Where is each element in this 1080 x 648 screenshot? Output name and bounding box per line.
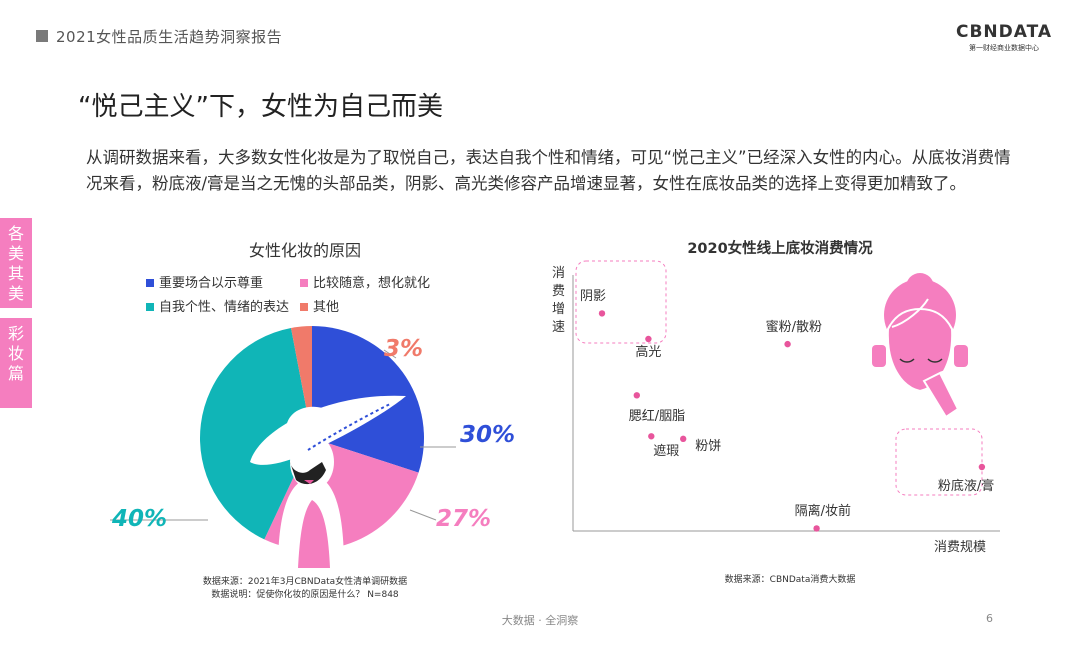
side-tab-char: 各 — [7, 224, 24, 243]
y-axis-label-char: 费 — [552, 284, 566, 299]
woman-hat-illustration — [250, 395, 406, 568]
scatter-point — [784, 340, 791, 348]
page-number: 6 — [986, 612, 993, 625]
header-square-icon — [36, 30, 48, 42]
legend-swatch — [146, 302, 154, 311]
page-headline: “悦己主义”下，女性为自己而美 — [78, 92, 443, 122]
side-section-tab: 各 美 其 美 彩 妆 篇 — [0, 218, 32, 408]
scatter-point — [648, 433, 655, 440]
highlight-boxes — [575, 260, 983, 496]
logo-wordmark: CBNDATA — [956, 22, 1053, 42]
scatter-point — [978, 463, 986, 471]
pie-label-self-expression: 40% — [112, 506, 168, 532]
legend-label: 自我个性、情绪的表达 — [159, 300, 290, 315]
intro-paragraph: 从调研数据来看，大多数女性化妆是为了取悦自己，表达自我个性和情绪，可见“悦己主义… — [86, 148, 1011, 193]
legend-swatch — [300, 278, 308, 287]
face-illustration — [872, 273, 968, 419]
pie-label-respect: 30% — [460, 422, 516, 448]
side-tab-char: 妆 — [7, 344, 24, 363]
legend-swatch — [300, 302, 308, 311]
scatter-point — [645, 335, 652, 343]
pie-leader-line — [409, 509, 437, 521]
side-tab-char: 篇 — [7, 364, 24, 383]
side-tab-char: 美 — [7, 284, 24, 303]
scatter-points — [598, 310, 986, 532]
pie-chart-title: 女性化妆的原因 — [248, 241, 361, 260]
legend-item: 重要场合以示尊重 — [146, 272, 263, 291]
x-axis-label: 消费规模 — [934, 540, 987, 555]
cbndata-logo: CBNDATA 第一财经商业数据中心 — [956, 22, 1052, 53]
pie-survey-note: 数据说明：促使你化妆的原因是什么？ N=848 — [211, 590, 399, 600]
legend-label: 其他 — [313, 300, 340, 315]
legend-item: 比较随意，想化就化 — [300, 272, 430, 291]
legend-swatch — [146, 278, 154, 287]
side-tab-theme: 各 美 其 美 — [0, 218, 32, 308]
side-tab-char: 其 — [7, 264, 24, 283]
pie-source-note: 数据来源：2021年3月CBNData女性清单调研数据 数据说明：促使你化妆的原… — [160, 576, 450, 602]
pie-source: 数据来源：2021年3月CBNData女性清单调研数据 — [202, 577, 408, 587]
scatter-point — [598, 310, 606, 317]
legend-item: 其他 — [300, 296, 339, 315]
scatter-point-label: 粉饼 — [695, 438, 722, 454]
scatter-point-label: 遮瑕 — [653, 444, 680, 460]
scatter-chart-title: 2020女性线上底妆消费情况 — [687, 241, 873, 257]
side-tab-section: 彩 妆 篇 — [0, 318, 32, 408]
pie-label-casual: 27% — [436, 506, 492, 532]
legend-label: 重要场合以示尊重 — [159, 276, 264, 291]
scatter-source-note: 数据来源：CBNData消费大数据 — [724, 575, 856, 585]
y-axis-label-char: 增 — [552, 302, 566, 317]
scatter-point-label: 腮红/胭脂 — [628, 409, 686, 425]
report-title: 2021女性品质生活趋势洞察报告 — [56, 28, 283, 46]
scatter-point-label: 高光 — [635, 345, 662, 360]
scatter-point-label: 阴影 — [580, 289, 607, 305]
highlight-box — [895, 428, 983, 496]
scatter-chart — [572, 260, 1000, 532]
logo-subtitle: 第一财经商业数据中心 — [969, 44, 1039, 52]
scatter-point — [680, 435, 687, 443]
side-tab-char: 彩 — [7, 324, 24, 343]
pie-leader-lines — [110, 349, 456, 521]
scatter-point-label: 粉底液/膏 — [937, 479, 995, 494]
highlight-box — [575, 260, 667, 344]
y-axis-label-char: 消 — [552, 266, 566, 281]
footer-slogan: 大数据 · 全洞察 — [501, 614, 579, 627]
scatter-point — [633, 392, 640, 399]
scatter-point — [813, 525, 820, 532]
legend-label: 比较随意，想化就化 — [313, 276, 431, 291]
pie-slice — [199, 327, 312, 540]
pie-leader-line — [383, 349, 397, 359]
pie-label-other: 3% — [384, 336, 424, 362]
scatter-point-label: 蜜粉/散粉 — [765, 320, 822, 336]
side-tab-char: 美 — [7, 244, 24, 263]
pie-chart — [110, 326, 456, 568]
y-axis-label-char: 速 — [552, 320, 566, 335]
scatter-point-label: 隔离/妆前 — [794, 504, 851, 520]
legend-item: 自我个性、情绪的表达 — [146, 296, 289, 315]
